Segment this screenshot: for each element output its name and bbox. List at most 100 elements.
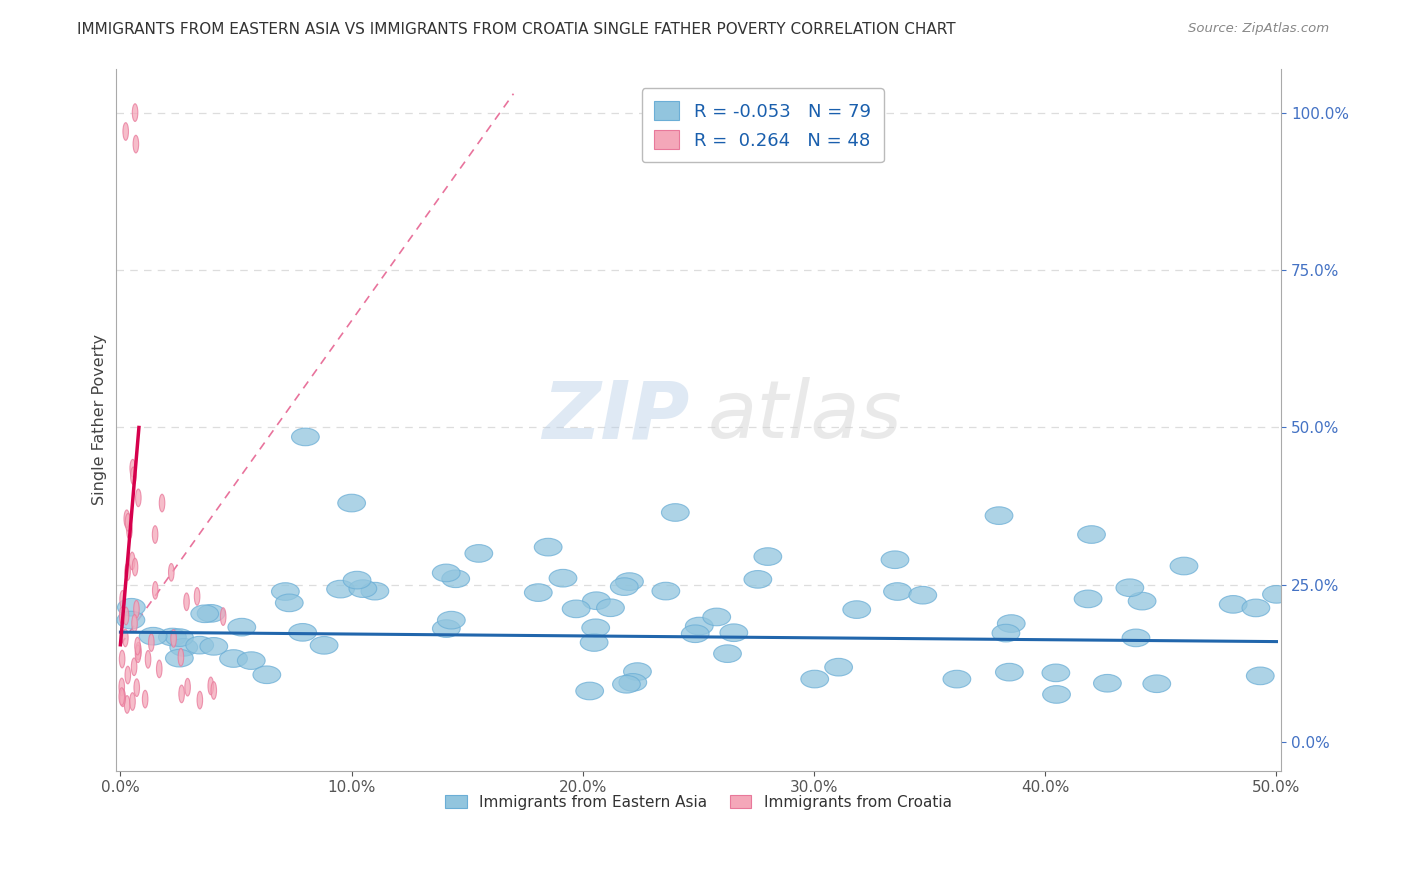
- Ellipse shape: [159, 628, 186, 646]
- Ellipse shape: [714, 645, 741, 663]
- Ellipse shape: [441, 570, 470, 588]
- Ellipse shape: [610, 578, 638, 596]
- Ellipse shape: [720, 624, 748, 641]
- Ellipse shape: [135, 637, 141, 655]
- Ellipse shape: [1128, 592, 1156, 610]
- Ellipse shape: [582, 592, 610, 609]
- Ellipse shape: [197, 691, 202, 709]
- Ellipse shape: [882, 551, 908, 568]
- Ellipse shape: [1122, 629, 1150, 647]
- Ellipse shape: [118, 599, 145, 616]
- Ellipse shape: [842, 601, 870, 618]
- Ellipse shape: [433, 564, 460, 582]
- Ellipse shape: [534, 538, 562, 556]
- Ellipse shape: [685, 617, 713, 635]
- Ellipse shape: [562, 600, 591, 617]
- Ellipse shape: [581, 633, 607, 651]
- Ellipse shape: [124, 696, 129, 714]
- Ellipse shape: [1143, 675, 1171, 692]
- Ellipse shape: [221, 607, 226, 625]
- Ellipse shape: [208, 677, 214, 695]
- Ellipse shape: [120, 678, 125, 696]
- Ellipse shape: [576, 682, 603, 700]
- Ellipse shape: [120, 650, 125, 668]
- Ellipse shape: [134, 136, 139, 153]
- Ellipse shape: [1263, 585, 1291, 603]
- Ellipse shape: [550, 569, 576, 587]
- Ellipse shape: [943, 670, 970, 688]
- Ellipse shape: [288, 624, 316, 641]
- Ellipse shape: [122, 629, 128, 647]
- Ellipse shape: [149, 633, 155, 651]
- Text: atlas: atlas: [707, 377, 903, 455]
- Ellipse shape: [124, 510, 129, 527]
- Ellipse shape: [343, 571, 371, 589]
- Ellipse shape: [682, 625, 709, 642]
- Ellipse shape: [131, 658, 136, 675]
- Ellipse shape: [129, 459, 135, 477]
- Ellipse shape: [596, 599, 624, 616]
- Ellipse shape: [191, 605, 218, 623]
- Ellipse shape: [179, 685, 184, 703]
- Ellipse shape: [433, 620, 460, 638]
- Ellipse shape: [361, 582, 388, 600]
- Ellipse shape: [120, 607, 125, 624]
- Ellipse shape: [1219, 596, 1247, 613]
- Ellipse shape: [1241, 599, 1270, 616]
- Ellipse shape: [1043, 686, 1070, 703]
- Ellipse shape: [127, 522, 132, 539]
- Ellipse shape: [184, 593, 190, 611]
- Ellipse shape: [1074, 591, 1102, 607]
- Ellipse shape: [129, 552, 135, 570]
- Ellipse shape: [1246, 667, 1274, 685]
- Ellipse shape: [125, 514, 131, 531]
- Ellipse shape: [997, 615, 1025, 632]
- Ellipse shape: [986, 507, 1012, 524]
- Ellipse shape: [883, 582, 911, 600]
- Ellipse shape: [184, 679, 190, 696]
- Ellipse shape: [170, 630, 176, 648]
- Ellipse shape: [661, 504, 689, 521]
- Ellipse shape: [616, 573, 644, 591]
- Ellipse shape: [129, 693, 135, 710]
- Ellipse shape: [619, 673, 647, 691]
- Ellipse shape: [291, 428, 319, 446]
- Legend: Immigrants from Eastern Asia, Immigrants from Croatia: Immigrants from Eastern Asia, Immigrants…: [439, 789, 957, 815]
- Ellipse shape: [825, 658, 852, 676]
- Ellipse shape: [337, 494, 366, 512]
- Ellipse shape: [200, 638, 228, 655]
- Ellipse shape: [145, 650, 150, 668]
- Ellipse shape: [135, 645, 141, 663]
- Ellipse shape: [703, 608, 731, 626]
- Ellipse shape: [271, 582, 299, 600]
- Ellipse shape: [211, 681, 217, 699]
- Text: IMMIGRANTS FROM EASTERN ASIA VS IMMIGRANTS FROM CROATIA SINGLE FATHER POVERTY CO: IMMIGRANTS FROM EASTERN ASIA VS IMMIGRAN…: [77, 22, 956, 37]
- Ellipse shape: [120, 689, 125, 706]
- Text: Source: ZipAtlas.com: Source: ZipAtlas.com: [1188, 22, 1329, 36]
- Ellipse shape: [744, 571, 772, 588]
- Ellipse shape: [238, 652, 266, 669]
- Ellipse shape: [170, 639, 198, 657]
- Ellipse shape: [908, 586, 936, 604]
- Ellipse shape: [311, 637, 337, 654]
- Ellipse shape: [801, 670, 828, 688]
- Ellipse shape: [125, 666, 131, 684]
- Ellipse shape: [465, 545, 492, 562]
- Ellipse shape: [152, 582, 157, 599]
- Ellipse shape: [134, 679, 139, 697]
- Ellipse shape: [135, 642, 141, 660]
- Ellipse shape: [159, 494, 165, 512]
- Ellipse shape: [186, 636, 214, 654]
- Y-axis label: Single Father Poverty: Single Father Poverty: [93, 334, 107, 505]
- Ellipse shape: [139, 627, 167, 645]
- Ellipse shape: [132, 103, 138, 121]
- Ellipse shape: [582, 619, 610, 637]
- Ellipse shape: [197, 605, 225, 622]
- Ellipse shape: [166, 649, 193, 667]
- Ellipse shape: [326, 581, 354, 598]
- Ellipse shape: [169, 564, 174, 581]
- Ellipse shape: [524, 583, 553, 601]
- Ellipse shape: [125, 563, 131, 581]
- Ellipse shape: [754, 548, 782, 566]
- Ellipse shape: [156, 660, 162, 678]
